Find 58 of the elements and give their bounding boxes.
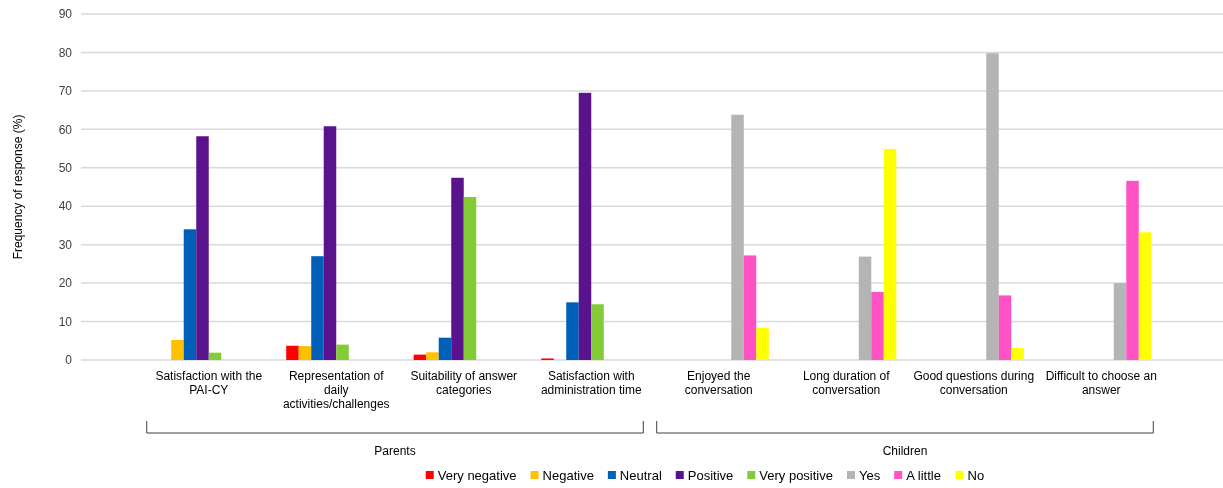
- x-tick-label: Representation of daily activities/challenges: [282, 369, 390, 411]
- text: Children: [882, 444, 928, 458]
- bar: [566, 302, 579, 360]
- bar: [731, 114, 744, 360]
- bar: [1011, 348, 1024, 360]
- x-tick-label: Difficult to choose an answer: [1045, 369, 1157, 397]
- bar: [286, 345, 299, 360]
- legend-label: Neutral: [619, 467, 662, 483]
- y-tick-label: 20: [58, 276, 73, 291]
- bar: [413, 354, 427, 360]
- bar: [451, 177, 464, 360]
- bar: [1113, 283, 1127, 360]
- bar: [298, 346, 312, 360]
- bar: [336, 344, 349, 360]
- bar: [311, 256, 324, 360]
- bar: [196, 136, 209, 360]
- legend-label: A little: [906, 467, 941, 483]
- bar: [208, 352, 222, 360]
- bar: [858, 256, 872, 360]
- x-tick-label: Satisfaction with administration time: [540, 369, 642, 397]
- legend-label: No: [967, 467, 985, 483]
- x-tick-label: Suitability of answer categories: [410, 369, 518, 397]
- bar: [998, 295, 1012, 360]
- bar: [463, 197, 477, 360]
- bar: [578, 92, 592, 360]
- bar: [426, 352, 439, 360]
- bar: [438, 337, 452, 360]
- legend-label: Very negative: [437, 467, 517, 483]
- y-tick-label: 30: [58, 237, 73, 252]
- x-tick-label: Long duration of conversation: [802, 369, 891, 397]
- bar: [183, 229, 197, 360]
- bar: [986, 53, 999, 360]
- legend-label: Negative: [542, 467, 594, 483]
- y-tick-label: 90: [58, 7, 73, 22]
- bar: [743, 255, 757, 360]
- bar: [883, 148, 897, 360]
- bar: [1126, 180, 1139, 360]
- bar: [871, 291, 884, 360]
- legend-label: Very positive: [759, 467, 833, 483]
- y-tick-label: 10: [58, 314, 73, 329]
- text: Parents: [374, 444, 416, 458]
- legend-label: Yes: [858, 467, 881, 483]
- y-tick-label: 70: [58, 84, 73, 99]
- y-tick-label: 0: [65, 353, 73, 368]
- y-tick-label: 50: [58, 160, 73, 175]
- bar: [591, 304, 604, 360]
- y-tick-label: 40: [58, 199, 73, 214]
- y-tick-label: 60: [58, 122, 73, 137]
- bar: [171, 340, 184, 360]
- bar: [323, 126, 337, 360]
- legend-label: Positive: [687, 467, 734, 483]
- bar: [1138, 232, 1152, 360]
- x-tick-label: Good questions during conversation: [913, 369, 1035, 397]
- bar: [756, 327, 769, 360]
- y-tick-label: 80: [58, 45, 73, 60]
- x-tick-label: Satisfaction with the PAI-CY: [155, 369, 263, 397]
- x-tick-label: Enjoyed the conversation: [684, 369, 753, 397]
- y-axis-title: Frequency of response (%): [11, 114, 25, 260]
